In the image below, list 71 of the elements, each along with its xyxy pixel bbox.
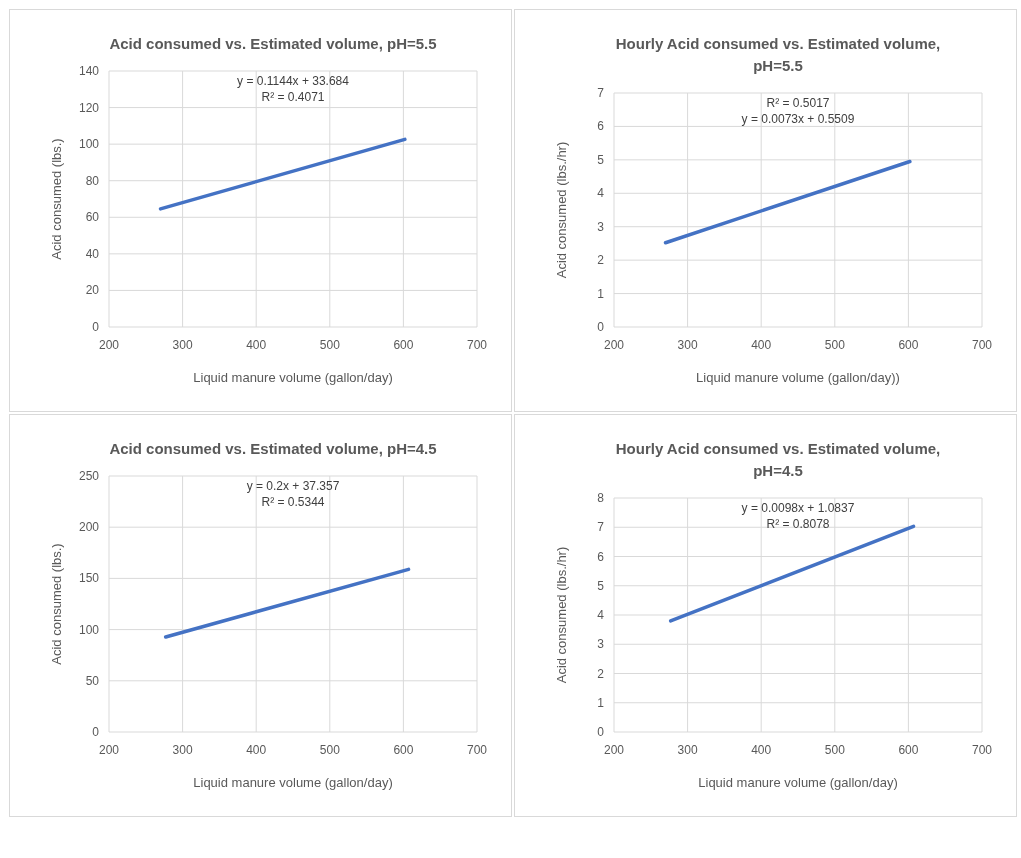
y-tick-label: 7 xyxy=(597,520,605,535)
y-tick-label: 3 xyxy=(597,219,605,234)
y-tick-label: 0 xyxy=(92,725,100,739)
y-tick-label: 0 xyxy=(92,320,100,334)
annotation: y = 0.2x + 37.357 xyxy=(246,479,340,493)
x-tick-label: 600 xyxy=(898,743,919,757)
y-tick-label: 4 xyxy=(597,608,605,622)
x-tick-label: 300 xyxy=(172,743,193,757)
y-tick-label: 2 xyxy=(597,253,605,268)
y-axis-title: Acid consumed (lbs.) xyxy=(49,543,64,665)
y-tick-label: 5 xyxy=(597,578,605,593)
y-tick-label: 150 xyxy=(78,571,100,586)
y-tick-label: 250 xyxy=(78,469,100,483)
x-tick-label: 500 xyxy=(319,338,341,352)
annotation: R² = 0.5344 xyxy=(261,495,325,509)
annotation: R² = 0.5017 xyxy=(766,96,830,110)
x-tick-label: 500 xyxy=(824,338,846,352)
chart-title: Hourly Acid consumed vs. Estimated volume, pH=4.5 xyxy=(615,440,941,479)
y-tick-label: 80 xyxy=(85,173,100,188)
x-tick-label: 400 xyxy=(246,338,267,352)
annotation: y = 0.1144x + 33.684 xyxy=(237,74,350,88)
y-tick-label: 7 xyxy=(597,86,605,100)
annotation: R² = 0.4071 xyxy=(261,90,325,104)
x-tick-label: 600 xyxy=(898,338,919,352)
x-tick-label: 700 xyxy=(466,338,488,352)
x-tick-label: 400 xyxy=(246,743,267,757)
y-tick-label: 20 xyxy=(85,283,100,298)
y-tick-label: 200 xyxy=(78,520,100,535)
x-tick-label: 300 xyxy=(677,743,698,757)
y-tick-label: 8 xyxy=(597,491,605,505)
chart-title: Acid consumed vs. Estimated volume, pH=4.5 xyxy=(109,440,437,457)
y-tick-label: 6 xyxy=(597,549,605,564)
x-tick-label: 500 xyxy=(319,743,341,757)
y-tick-label: 1 xyxy=(597,695,605,710)
y-tick-label: 5 xyxy=(597,152,605,167)
x-tick-label: 400 xyxy=(751,338,772,352)
chart-title: Acid consumed vs. Estimated volume, pH=5.5 xyxy=(109,35,437,52)
y-tick-label: 4 xyxy=(597,186,605,201)
y-tick-label: 0 xyxy=(597,320,605,334)
x-axis-title: Liquid manure volume (gallon/day) xyxy=(193,775,393,790)
y-tick-label: 2 xyxy=(597,666,605,681)
y-tick-label: 60 xyxy=(85,210,100,225)
y-tick-label: 3 xyxy=(597,637,605,652)
y-axis-title: Acid consumed (lbs./hr) xyxy=(554,546,569,684)
x-tick-label: 600 xyxy=(393,743,414,757)
x-axis-title: Liquid manure volume (gallon/day) xyxy=(193,370,393,385)
y-tick-label: 140 xyxy=(78,64,100,78)
y-tick-label: 120 xyxy=(78,100,100,115)
x-axis-title: Liquid manure volume (gallon/day) xyxy=(698,775,898,790)
y-axis-title: Acid consumed (lbs./hr) xyxy=(554,141,569,279)
y-tick-label: 50 xyxy=(85,673,100,688)
y-tick-label: 0 xyxy=(597,725,605,739)
chart-title: Hourly Acid consumed vs. Estimated volume, pH=5.5 xyxy=(615,35,941,74)
annotation: y = 0.0073x + 0.5509 xyxy=(741,112,855,126)
y-tick-label: 100 xyxy=(78,622,100,637)
y-axis-title: Acid consumed (lbs.) xyxy=(49,138,64,260)
x-tick-label: 400 xyxy=(751,743,772,757)
x-tick-label: 700 xyxy=(466,743,488,757)
y-tick-label: 100 xyxy=(78,137,100,152)
y-tick-label: 6 xyxy=(597,119,605,134)
annotation: R² = 0.8078 xyxy=(766,517,830,531)
x-tick-label: 300 xyxy=(677,338,698,352)
annotation: y = 0.0098x + 1.0837 xyxy=(741,501,855,515)
x-tick-label: 600 xyxy=(393,338,414,352)
x-tick-label: 300 xyxy=(172,338,193,352)
x-tick-label: 700 xyxy=(971,743,993,757)
y-tick-label: 40 xyxy=(85,246,100,261)
x-axis-title: Liquid manure volume (gallon/day)) xyxy=(696,370,900,385)
y-tick-label: 1 xyxy=(597,286,605,301)
x-tick-label: 700 xyxy=(971,338,993,352)
x-tick-label: 500 xyxy=(824,743,846,757)
